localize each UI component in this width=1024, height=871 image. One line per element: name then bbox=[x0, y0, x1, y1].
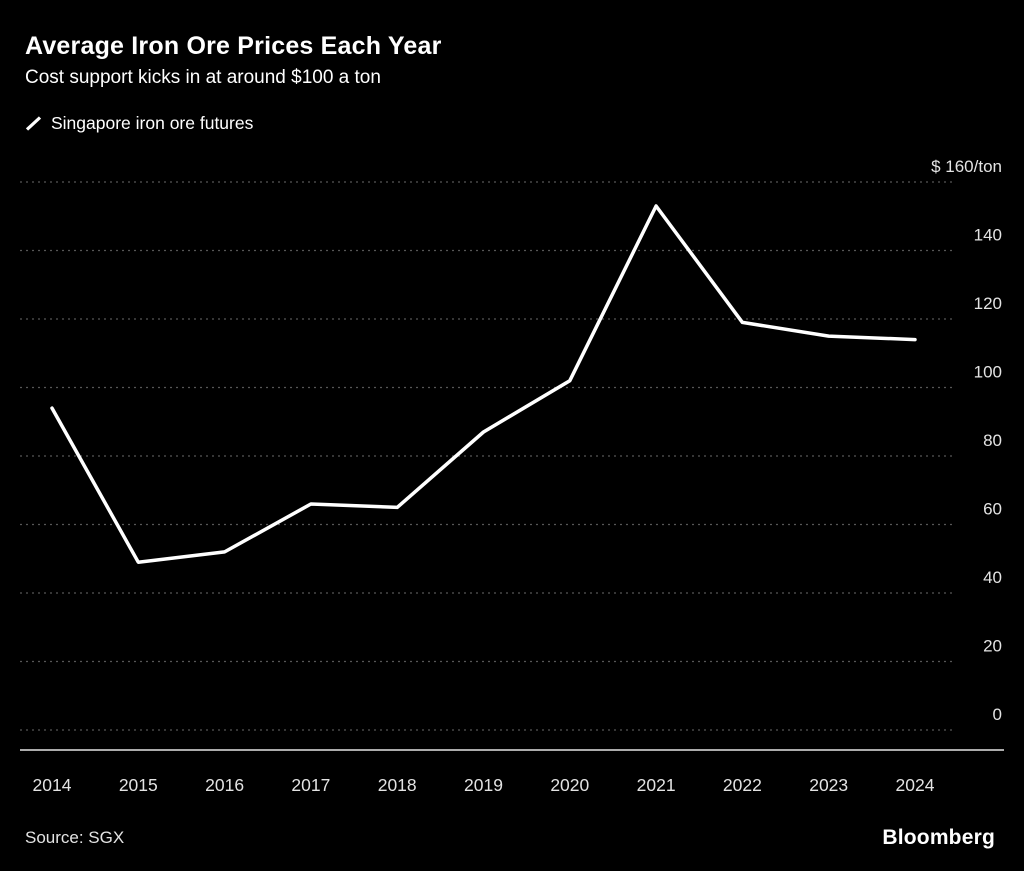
x-tick-label: 2014 bbox=[33, 775, 72, 795]
y-tick-label: 100 bbox=[974, 363, 1002, 382]
x-tick-label: 2024 bbox=[896, 775, 935, 795]
x-tick-label: 2019 bbox=[464, 775, 503, 795]
y-tick-label: 40 bbox=[983, 568, 1002, 587]
x-tick-label: 2018 bbox=[378, 775, 417, 795]
y-tick-label: 140 bbox=[974, 226, 1002, 245]
bloomberg-logo: Bloomberg bbox=[882, 826, 995, 849]
x-tick-label: 2021 bbox=[637, 775, 676, 795]
y-tick-label: 60 bbox=[983, 500, 1002, 519]
chart-subtitle: Cost support kicks in at around $100 a t… bbox=[25, 67, 381, 88]
y-axis-unit-label: $ 160/ton bbox=[931, 157, 1002, 176]
chart-legend: Singapore iron ore futures bbox=[25, 113, 253, 134]
x-tick-label: 2022 bbox=[723, 775, 762, 795]
y-tick-label: 0 bbox=[993, 705, 1002, 724]
series-line bbox=[50, 204, 917, 564]
x-tick-label: 2020 bbox=[550, 775, 589, 795]
x-tick-label: 2017 bbox=[291, 775, 330, 795]
source-label: Source: SGX bbox=[25, 828, 125, 847]
y-tick-label: 20 bbox=[983, 637, 1002, 656]
legend-label: Singapore iron ore futures bbox=[51, 113, 254, 133]
legend-line-icon bbox=[25, 115, 42, 132]
chart-title: Average Iron Ore Prices Each Year bbox=[25, 32, 442, 60]
x-tick-label: 2023 bbox=[809, 775, 848, 795]
y-tick-label: 80 bbox=[983, 431, 1002, 450]
x-tick-label: 2015 bbox=[119, 775, 158, 795]
y-tick-label: 120 bbox=[974, 294, 1002, 313]
x-tick-label: 2016 bbox=[205, 775, 244, 795]
